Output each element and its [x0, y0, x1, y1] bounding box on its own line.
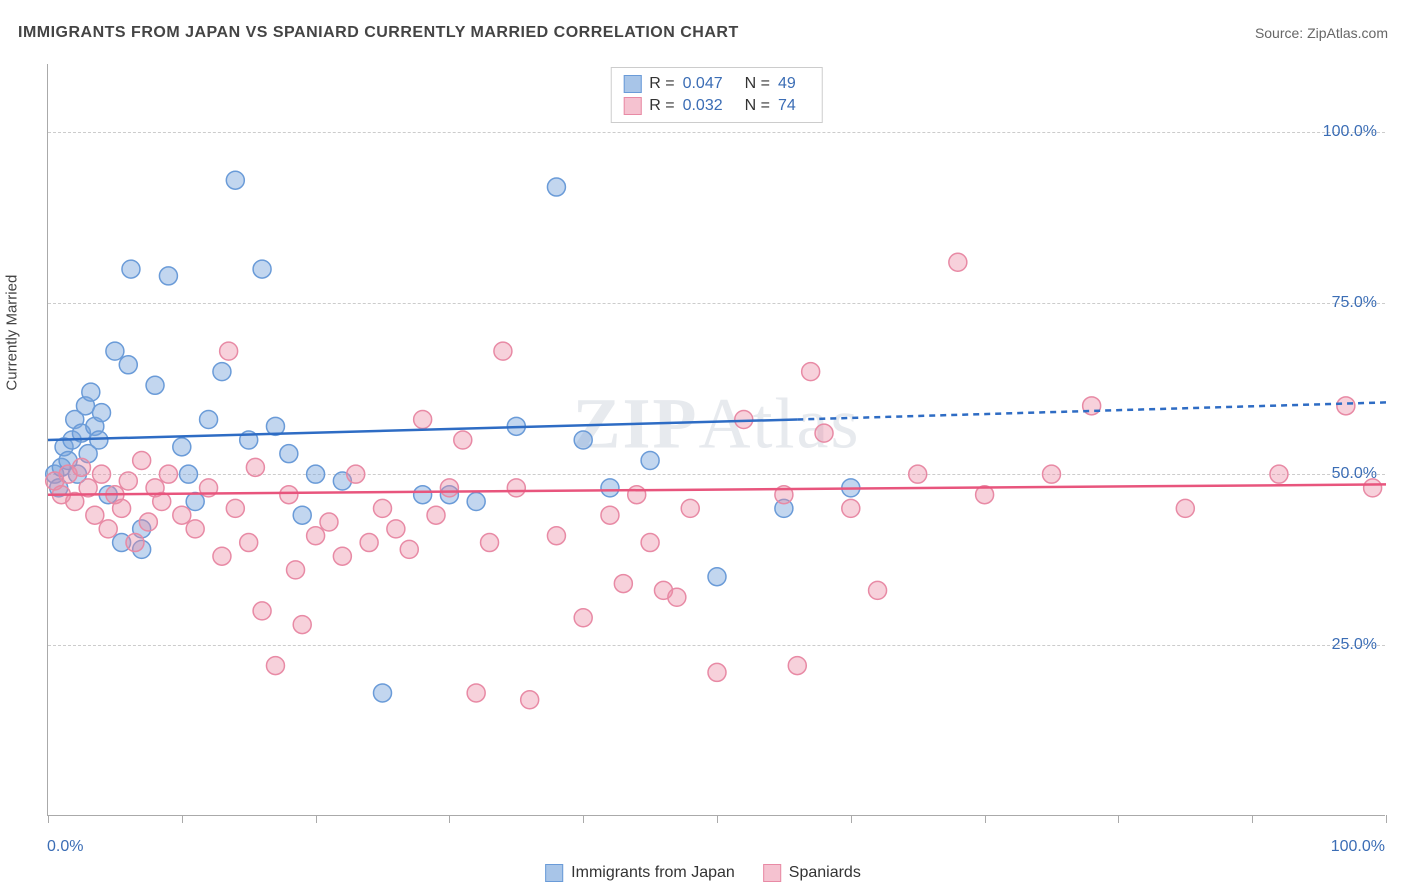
swatch-japan [623, 75, 641, 93]
legend-row-japan: R = 0.047 N = 49 [623, 73, 810, 95]
legend-row-spaniards: R = 0.032 N = 74 [623, 95, 810, 117]
series-legend: Immigrants from Japan Spaniards [545, 864, 861, 882]
plot-canvas [48, 64, 1385, 815]
swatch-spaniards [623, 97, 641, 115]
chart-title: IMMIGRANTS FROM JAPAN VS SPANIARD CURREN… [18, 24, 739, 42]
y-axis-title: Currently Married [4, 275, 21, 391]
x-max-label: 100.0% [1331, 838, 1385, 856]
source-attribution: Source: ZipAtlas.com [1255, 25, 1388, 41]
scatter-plot: ZIPAtlas 25.0%50.0%75.0%100.0% R = 0.047… [47, 64, 1385, 816]
legend-item-japan: Immigrants from Japan [545, 864, 735, 882]
legend-item-spaniards: Spaniards [763, 864, 861, 882]
correlation-legend: R = 0.047 N = 49 R = 0.032 N = 74 [610, 67, 823, 123]
swatch-spaniards-icon [763, 864, 781, 882]
swatch-japan-icon [545, 864, 563, 882]
x-min-label: 0.0% [47, 838, 83, 856]
